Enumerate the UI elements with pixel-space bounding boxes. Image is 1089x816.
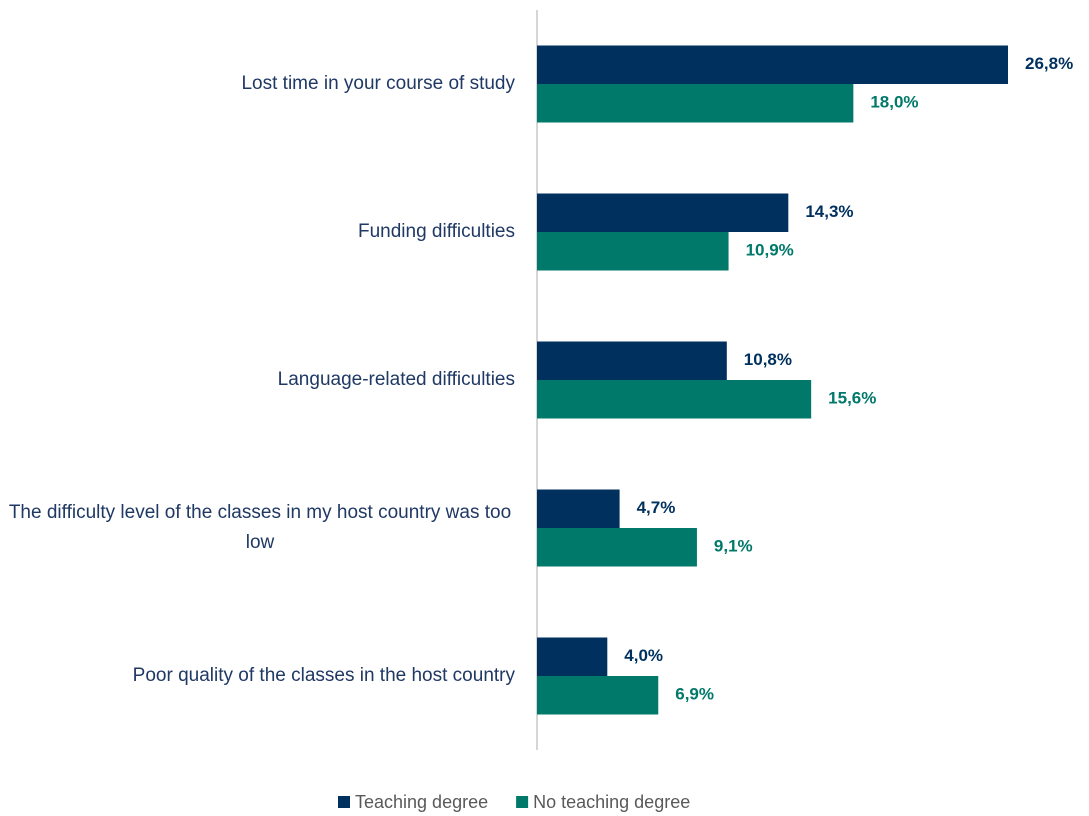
value-label: 15,6% — [828, 389, 876, 408]
legend-label: No teaching degree — [533, 792, 690, 812]
category-label: Language-related difficulties — [277, 369, 515, 390]
bar — [537, 232, 729, 271]
value-label: 26,8% — [1025, 54, 1073, 73]
value-label: 14,3% — [805, 202, 853, 221]
bar — [537, 45, 1008, 84]
legend-label: Teaching degree — [355, 792, 488, 812]
value-label: 18,0% — [870, 93, 918, 112]
legend-swatch — [338, 796, 350, 808]
bar — [537, 528, 697, 567]
value-label: 6,9% — [675, 685, 714, 704]
category-label: The difficulty level of the classes in m… — [8, 502, 512, 553]
value-label: 9,1% — [714, 537, 753, 556]
value-label: 4,7% — [637, 498, 676, 517]
bar — [537, 380, 812, 419]
value-label: 10,9% — [746, 241, 794, 260]
bar — [537, 489, 620, 528]
value-label: 10,8% — [744, 350, 792, 369]
bar — [537, 341, 727, 380]
value-label: 4,0% — [624, 646, 663, 665]
category-label: Poor quality of the classes in the host … — [132, 665, 515, 686]
category-label: Funding difficulties — [357, 221, 515, 242]
bar — [537, 676, 659, 715]
category-label: Lost time in your course of study — [241, 73, 515, 94]
bar — [537, 637, 608, 676]
bar — [537, 84, 854, 123]
bar — [537, 193, 789, 232]
legend-swatch — [516, 796, 529, 808]
